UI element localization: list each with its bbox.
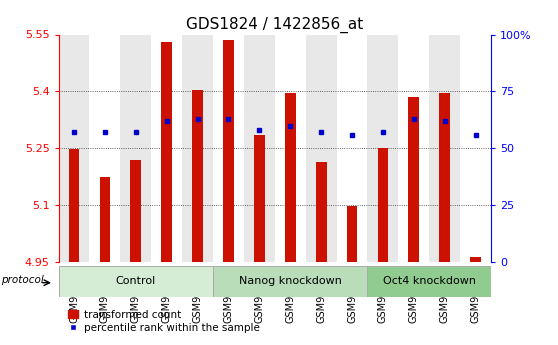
Bar (192, 89, 203, 262)
Bar (182, 34, 213, 262)
Bar (89, 34, 121, 262)
Bar (378, 148, 388, 262)
Bar (347, 206, 358, 262)
Bar (336, 34, 368, 262)
Bar (275, 34, 306, 262)
Bar (99, 177, 110, 262)
Bar (470, 257, 481, 262)
Bar (254, 135, 265, 262)
Title: GDS1824 / 1422856_at: GDS1824 / 1422856_at (186, 17, 363, 33)
Bar (408, 97, 419, 262)
Text: Control: Control (116, 276, 156, 286)
Bar (316, 162, 326, 262)
Bar (213, 266, 368, 297)
Bar (429, 34, 460, 262)
Bar (151, 34, 182, 262)
Bar (244, 34, 275, 262)
Bar (460, 34, 491, 262)
Text: protocol: protocol (1, 275, 44, 285)
Text: Nanog knockdown: Nanog knockdown (239, 276, 341, 286)
Bar (439, 93, 450, 262)
Bar (368, 266, 491, 297)
Bar (285, 93, 296, 262)
Bar (59, 266, 213, 297)
Bar (213, 34, 244, 262)
Text: Oct4 knockdown: Oct4 knockdown (383, 276, 476, 286)
Bar (121, 34, 151, 262)
Bar (398, 34, 429, 262)
Legend: transformed count, percentile rank within the sample: transformed count, percentile rank withi… (64, 305, 263, 337)
Bar (69, 149, 79, 262)
Bar (59, 34, 89, 262)
Bar (368, 34, 398, 262)
Bar (306, 34, 336, 262)
Bar (223, 40, 234, 262)
Bar (161, 42, 172, 262)
Bar (131, 160, 141, 262)
